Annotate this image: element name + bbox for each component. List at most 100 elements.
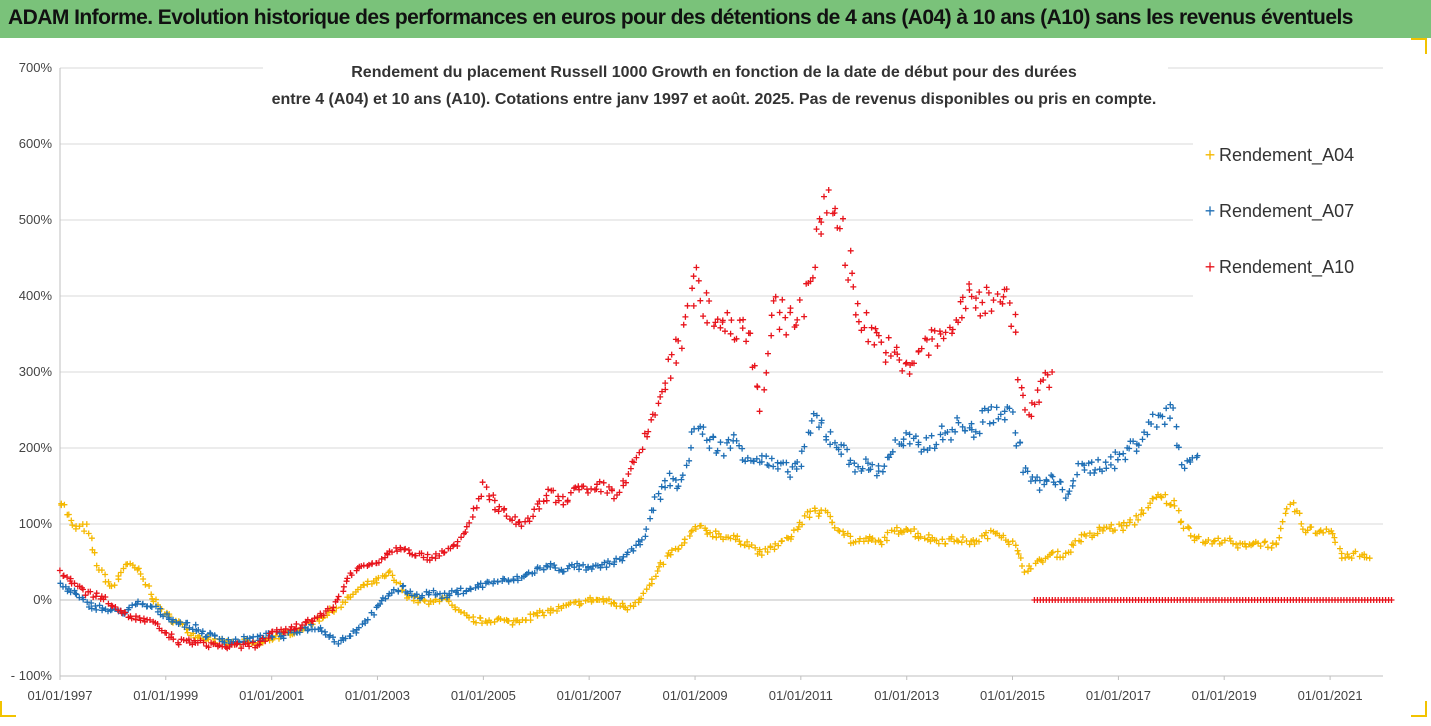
data-point-a10 — [246, 643, 253, 650]
data-point-a10 — [108, 602, 115, 609]
data-point-a10 — [543, 492, 550, 499]
data-point-a07 — [906, 440, 913, 447]
data-point-a04 — [1012, 542, 1019, 549]
data-point-a04 — [806, 514, 813, 521]
data-point-a10 — [1031, 401, 1038, 408]
data-point-a07 — [1133, 448, 1140, 455]
data-point-a10 — [722, 328, 728, 335]
data-point-a04 — [383, 572, 389, 579]
data-point-a10 — [1018, 384, 1025, 391]
data-point-a07 — [912, 433, 919, 440]
x-tick-label: 01/01/2013 — [874, 688, 939, 703]
data-point-a10 — [530, 513, 537, 520]
data-point-a04 — [1145, 504, 1152, 511]
data-point-a04 — [707, 529, 714, 536]
data-point-a07 — [647, 515, 654, 522]
data-point-a04 — [1167, 501, 1174, 508]
data-point-a10 — [112, 604, 119, 610]
data-point-a04 — [93, 562, 100, 569]
data-point-a07 — [720, 452, 727, 459]
data-point-a04 — [709, 533, 716, 540]
data-point-a07 — [658, 483, 665, 490]
y-tick-label: - 100% — [11, 668, 53, 683]
data-point-a10 — [147, 617, 153, 623]
data-point-a07 — [1102, 459, 1109, 466]
data-point-a10 — [809, 274, 816, 281]
data-point-a07 — [793, 466, 800, 472]
data-point-a07 — [968, 420, 975, 427]
data-point-a10 — [1014, 376, 1021, 383]
data-point-a04 — [1133, 512, 1140, 519]
data-point-a10 — [818, 219, 825, 226]
data-point-a10 — [555, 497, 562, 504]
data-point-a10 — [865, 338, 872, 345]
data-point-a04 — [1234, 544, 1241, 551]
data-point-a04 — [734, 533, 741, 540]
data-point-a07 — [784, 468, 791, 475]
data-point-a04 — [65, 511, 72, 518]
data-point-a10 — [432, 550, 439, 557]
data-point-a04 — [1014, 547, 1021, 554]
data-point-a07 — [889, 448, 896, 455]
data-point-a07 — [1095, 456, 1102, 463]
data-point-a07 — [276, 630, 283, 637]
data-point-a07 — [725, 436, 732, 443]
data-point-a10 — [282, 629, 288, 636]
data-point-a10 — [966, 287, 973, 293]
data-point-a04 — [81, 528, 88, 535]
data-point-a04 — [1185, 523, 1191, 530]
data-point-a10 — [990, 297, 997, 304]
data-point-a04 — [1299, 526, 1306, 533]
data-point-a10 — [863, 309, 870, 316]
data-point-a07 — [359, 621, 366, 628]
data-point-a04 — [98, 567, 105, 574]
data-point-a07 — [852, 468, 858, 475]
data-point-a07 — [688, 429, 695, 435]
data-point-a07 — [107, 607, 114, 614]
data-point-a04 — [840, 528, 847, 535]
data-point-a07 — [606, 560, 613, 567]
data-point-a04 — [1249, 541, 1256, 548]
data-point-a10 — [983, 284, 990, 291]
data-point-a04 — [827, 513, 834, 520]
data-point-a04 — [445, 598, 452, 605]
data-point-a10 — [450, 541, 457, 548]
data-point-a07 — [937, 431, 944, 438]
data-point-a10 — [807, 278, 814, 285]
frame-corner-bottom-left — [0, 701, 16, 717]
data-point-a04 — [425, 601, 432, 608]
data-point-a07 — [952, 428, 959, 435]
data-point-a07 — [730, 431, 737, 438]
data-point-a07 — [350, 628, 357, 635]
data-point-a10 — [847, 247, 854, 254]
report-title: ADAM Informe. Evolution historique des p… — [8, 6, 1353, 29]
data-point-a10 — [816, 215, 823, 222]
data-point-a07 — [269, 634, 276, 641]
data-point-a07 — [1043, 476, 1050, 483]
data-point-a04 — [1140, 510, 1147, 517]
data-point-a07 — [585, 564, 591, 571]
data-point-a04 — [105, 578, 112, 585]
data-point-a04 — [117, 569, 124, 576]
data-point-a07 — [651, 494, 658, 500]
data-point-a10 — [849, 270, 856, 277]
data-point-a04 — [1287, 501, 1294, 508]
data-point-a10 — [813, 226, 820, 233]
data-point-a10 — [185, 636, 192, 643]
data-point-a10 — [727, 330, 734, 337]
data-point-a07 — [928, 432, 935, 439]
data-point-a04 — [325, 609, 332, 616]
x-tick-label: 01/01/2007 — [557, 688, 622, 703]
data-point-a04 — [903, 525, 910, 532]
data-point-a07 — [221, 639, 228, 646]
data-point-a07 — [915, 439, 922, 446]
data-point-a10 — [850, 283, 857, 290]
data-point-a10 — [90, 594, 97, 601]
data-point-a04 — [904, 527, 911, 533]
data-point-a04 — [970, 537, 977, 543]
data-point-a10 — [249, 639, 256, 646]
data-point-a10 — [412, 552, 419, 559]
data-point-a07 — [1194, 452, 1201, 459]
data-point-a10 — [668, 351, 675, 358]
data-point-a07 — [875, 462, 882, 469]
